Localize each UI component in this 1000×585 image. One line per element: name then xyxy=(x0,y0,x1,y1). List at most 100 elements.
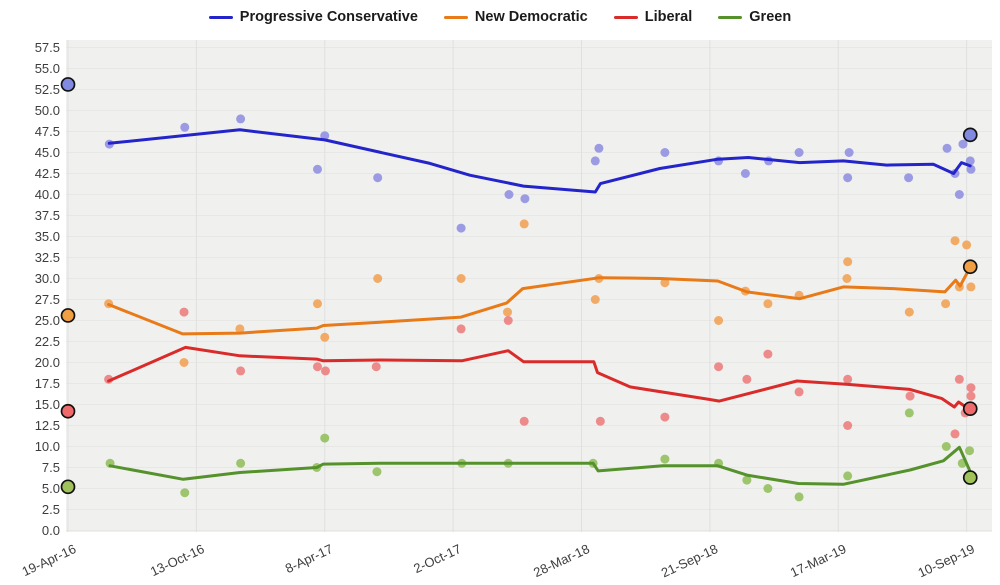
poll-point xyxy=(180,488,190,498)
poll-point xyxy=(372,467,382,477)
election-result-marker xyxy=(962,401,978,417)
legend-item-progressive-conservative: Progressive Conservative xyxy=(208,9,418,25)
x-tick-label: 10-Sep-19 xyxy=(916,541,977,580)
poll-point xyxy=(843,471,853,481)
poll-point xyxy=(965,446,975,456)
poll-point xyxy=(843,374,853,384)
poll-point xyxy=(904,307,914,317)
poll-point xyxy=(236,366,246,376)
poll-point xyxy=(844,148,854,157)
poll-point xyxy=(763,299,773,309)
y-tick-label: 25.0 xyxy=(35,313,60,328)
poll-point xyxy=(236,458,246,468)
poll-point xyxy=(958,139,968,149)
y-tick-label: 32.5 xyxy=(35,250,60,265)
y-tick-label: 10.0 xyxy=(35,439,60,454)
poll-point xyxy=(519,219,529,229)
poll-point xyxy=(966,282,976,292)
poll-point xyxy=(373,173,383,183)
poll-point xyxy=(763,484,773,493)
poll-point xyxy=(660,278,670,288)
poll-point xyxy=(520,194,530,204)
poll-point xyxy=(660,148,670,157)
poll-point xyxy=(179,358,189,367)
y-tick-label: 22.5 xyxy=(35,334,60,349)
legend-item-green: Green xyxy=(718,9,791,25)
poll-point xyxy=(320,131,330,141)
poll-point xyxy=(904,173,914,183)
y-tick-label: 0.0 xyxy=(42,523,60,538)
series-new-democratic xyxy=(60,219,978,367)
poll-point xyxy=(763,349,773,359)
y-tick-label: 37.5 xyxy=(35,208,60,223)
x-axis-tick-labels: 19-Apr-16 13-Oct-16 8-Apr-17 2-Oct-17 28-Mar… xyxy=(20,541,977,580)
election-result-marker xyxy=(60,403,76,419)
poll-point xyxy=(962,240,972,250)
poll-point xyxy=(905,391,915,401)
poll-point xyxy=(595,416,605,426)
legend-label: Progressive Conservative xyxy=(239,9,418,25)
legend-swatch-green-icon xyxy=(718,15,743,19)
poll-point xyxy=(966,164,976,174)
poll-point xyxy=(966,383,976,393)
poll-point xyxy=(742,374,752,384)
poll-point xyxy=(371,362,381,372)
trend-line xyxy=(107,266,971,336)
x-tick-label: 8-Apr-17 xyxy=(283,541,335,576)
poll-point xyxy=(904,408,914,418)
poll-point xyxy=(742,475,752,485)
poll-point xyxy=(941,442,951,451)
poll-point xyxy=(235,324,245,334)
x-tick-label: 19-Apr-16 xyxy=(20,541,79,579)
y-tick-label: 17.5 xyxy=(35,376,60,391)
y-tick-label: 57.5 xyxy=(35,40,60,55)
legend-label: New Democratic xyxy=(474,9,588,25)
series-progressive-conservative xyxy=(60,77,978,233)
election-result-marker xyxy=(962,470,978,485)
poll-point xyxy=(519,416,529,426)
y-tick-label: 2.5 xyxy=(42,502,60,517)
y-tick-label: 45.0 xyxy=(35,145,60,160)
x-tick-label: 2-Oct-17 xyxy=(411,541,463,576)
poll-point xyxy=(504,190,514,199)
poll-point xyxy=(590,295,600,304)
poll-point xyxy=(714,316,724,325)
poll-point xyxy=(794,387,804,397)
plot-area xyxy=(66,40,992,532)
poll-point xyxy=(740,169,750,178)
y-tick-label: 40.0 xyxy=(35,187,60,202)
poll-point xyxy=(503,307,513,317)
y-tick-label: 52.5 xyxy=(35,82,60,97)
horizontal-gridlines xyxy=(66,47,992,531)
y-tick-label: 30.0 xyxy=(35,271,60,286)
x-tick-label: 13-Oct-16 xyxy=(148,541,207,579)
poll-point xyxy=(503,316,513,325)
poll-point xyxy=(950,236,960,246)
y-tick-label: 5.0 xyxy=(42,481,60,496)
y-tick-label: 50.0 xyxy=(35,103,60,118)
poll-point xyxy=(179,307,189,317)
poll-point xyxy=(594,143,604,153)
trend-line xyxy=(108,445,971,486)
y-tick-label: 27.5 xyxy=(35,292,60,307)
x-tick-label: 28-Mar-18 xyxy=(531,541,592,580)
poll-point xyxy=(312,299,322,309)
x-tick-label: 17-Mar-19 xyxy=(788,541,849,580)
y-tick-label: 15.0 xyxy=(35,397,60,412)
poll-point xyxy=(842,274,852,283)
election-result-marker xyxy=(60,77,76,92)
poll-point xyxy=(966,391,976,401)
x-tick-label: 21-Sep-18 xyxy=(659,541,720,580)
poll-point xyxy=(320,366,330,376)
poll-point xyxy=(312,164,322,174)
legend-label: Liberal xyxy=(644,9,693,25)
poll-point xyxy=(843,421,853,430)
poll-point xyxy=(843,257,853,267)
election-result-marker xyxy=(60,479,76,495)
y-tick-label: 7.5 xyxy=(42,460,60,475)
trend-line xyxy=(107,345,971,411)
legend-swatch-liberal-icon xyxy=(613,15,638,19)
election-result-marker xyxy=(60,308,76,323)
